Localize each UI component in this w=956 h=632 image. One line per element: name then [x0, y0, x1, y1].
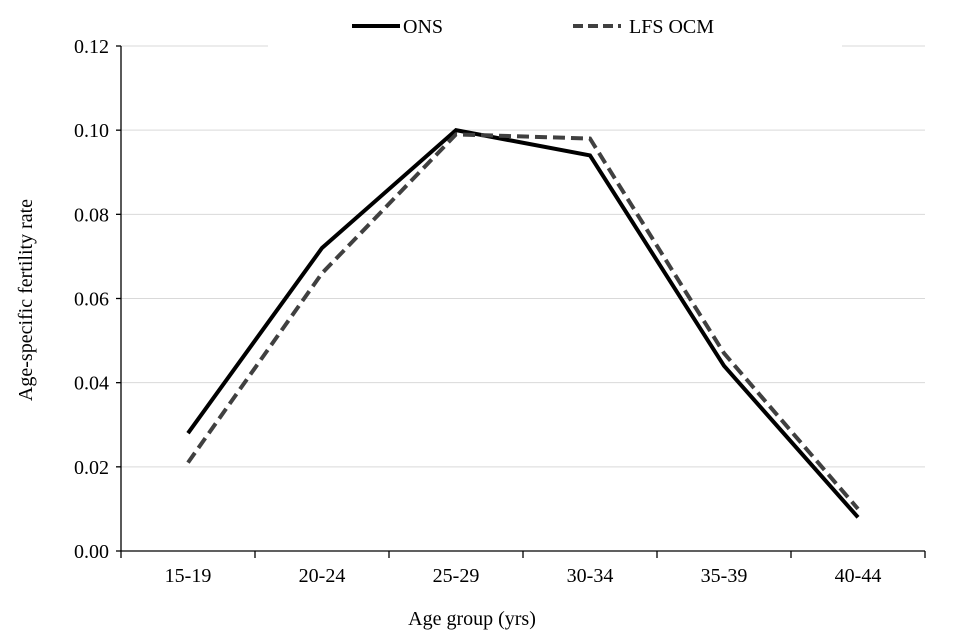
x-tick-label: 30-34 — [567, 565, 614, 587]
x-axis-title: Age group (yrs) — [408, 608, 536, 630]
series-lines — [186, 128, 860, 519]
x-tick-label: 20-24 — [299, 565, 346, 587]
y-tick-label: 0.06 — [74, 289, 109, 311]
gridlines — [121, 45, 925, 468]
y-tick-label: 0.04 — [74, 373, 109, 395]
axes: 0.00 0.02 0.04 0.06 0.08 0.10 0.12 15-19 20-24 25… — [74, 36, 926, 587]
legend-label-lfs-ocm: LFS OCM — [629, 16, 714, 38]
x-tick-label: 35-39 — [701, 565, 748, 587]
y-tick-label: 0.02 — [74, 457, 109, 479]
x-tick-label: 40-44 — [835, 565, 882, 587]
legend: ONS LFS OCM — [268, 8, 842, 48]
series-line-lfs-ocm — [186, 132, 860, 511]
legend-label-ons: ONS — [403, 16, 443, 38]
x-tick-label: 25-29 — [433, 565, 480, 587]
x-tick-label: 15-19 — [165, 565, 212, 587]
series-line-ons — [186, 128, 860, 519]
y-tick-label: 0.00 — [74, 541, 109, 563]
y-tick-label: 0.08 — [74, 204, 109, 226]
y-tick-label: 0.12 — [74, 36, 109, 58]
y-axis-title: Age-specific fertility rate — [15, 199, 37, 401]
y-tick-label: 0.10 — [74, 120, 109, 142]
